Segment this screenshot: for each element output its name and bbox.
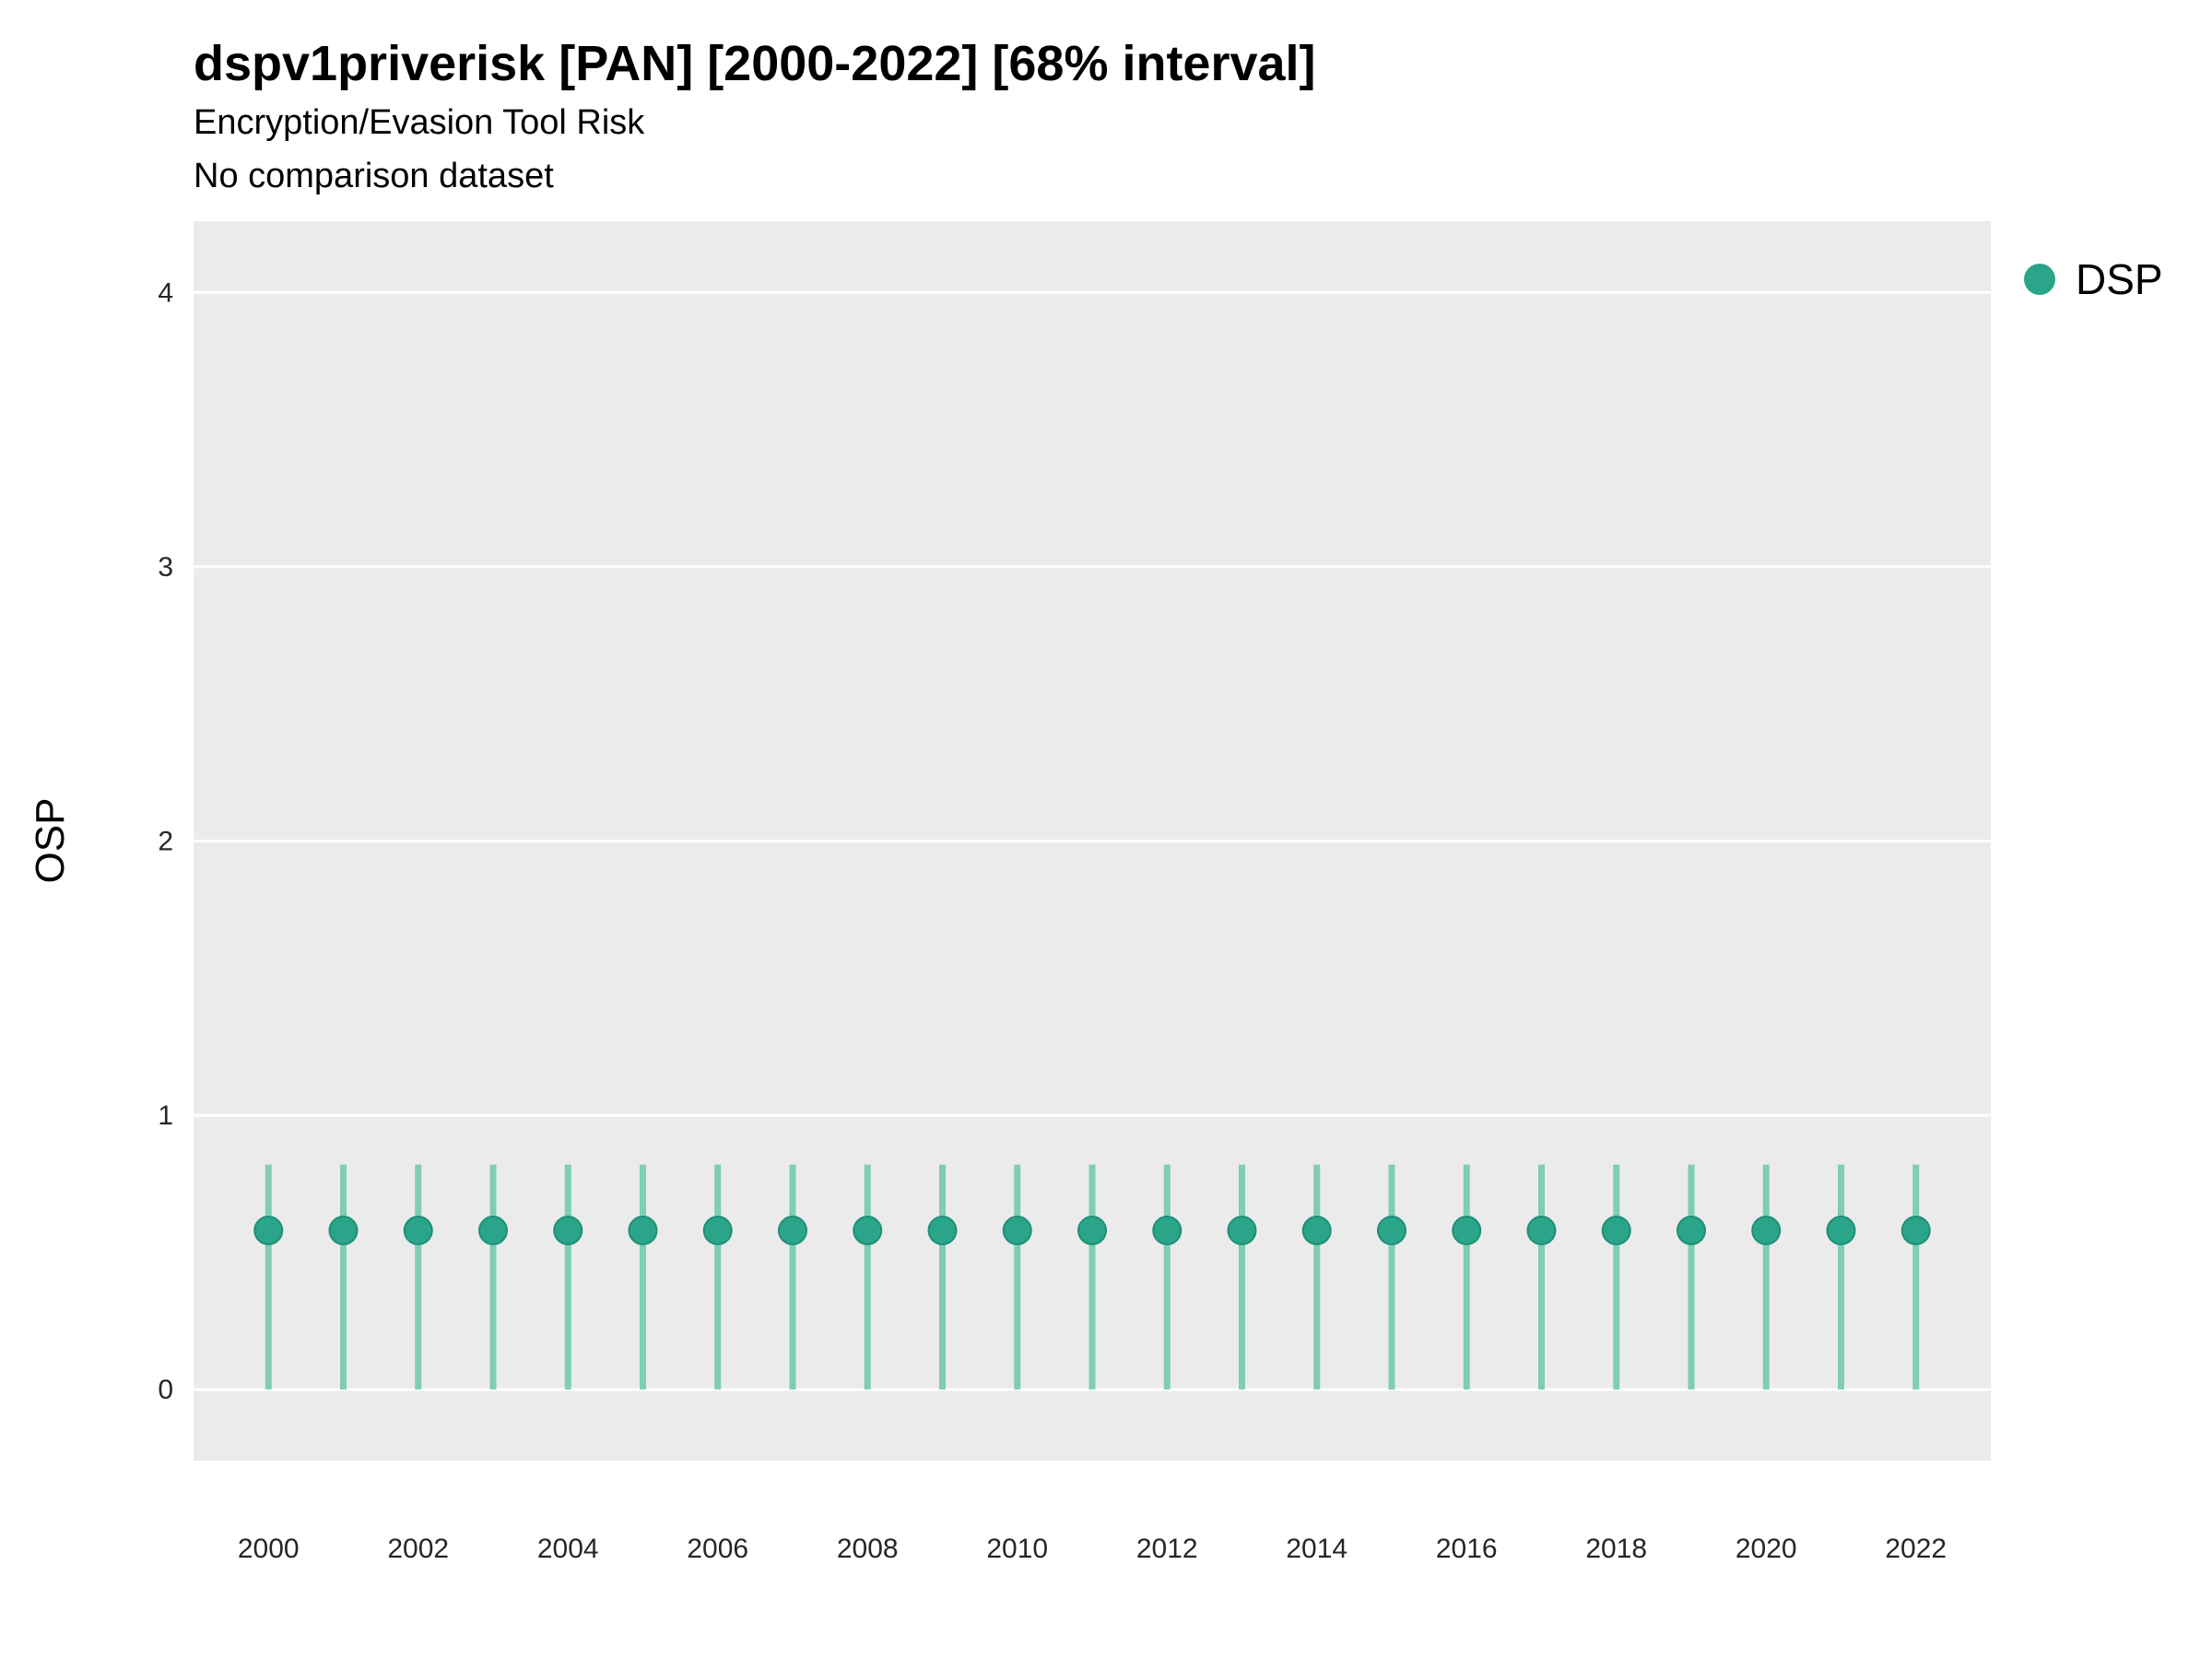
y-tick-label: 2 — [158, 827, 173, 857]
x-tick-label: 2004 — [537, 1534, 599, 1564]
x-tick-label: 2014 — [1286, 1534, 1347, 1564]
y-tick-label: 3 — [158, 552, 173, 582]
data-point — [1077, 1216, 1107, 1246]
data-point — [1452, 1216, 1482, 1246]
x-tick-label: 2002 — [387, 1534, 449, 1564]
legend-label-dsp: DSP — [2076, 255, 2163, 303]
y-tick-label: 0 — [158, 1375, 173, 1406]
data-point — [1227, 1216, 1257, 1246]
x-tick-label: 2020 — [1735, 1534, 1797, 1564]
data-point — [1826, 1216, 1856, 1246]
data-point — [1751, 1216, 1782, 1246]
data-point — [778, 1216, 807, 1246]
data-point — [1002, 1216, 1032, 1246]
data-point — [702, 1216, 733, 1246]
legend: DSP — [2024, 254, 2163, 304]
data-point — [927, 1216, 958, 1246]
chart-title: dspv1priverisk [PAN] [2000-2022] [68% in… — [194, 36, 1316, 91]
data-point — [1526, 1216, 1557, 1246]
data-point — [1900, 1216, 1931, 1246]
data-point — [628, 1216, 658, 1246]
y-tick-label: 1 — [158, 1100, 173, 1131]
x-tick-label: 2008 — [837, 1534, 899, 1564]
data-point — [328, 1216, 359, 1246]
data-point — [478, 1216, 508, 1246]
x-tick-label: 2022 — [1885, 1534, 1947, 1564]
data-point — [1677, 1216, 1706, 1246]
x-tick-label: 2018 — [1585, 1534, 1647, 1564]
data-point — [1301, 1216, 1332, 1246]
chart-subtitle: Encryption/Evasion Tool Risk — [194, 103, 645, 142]
x-tick-label: 2000 — [238, 1534, 300, 1564]
data-point — [853, 1216, 883, 1246]
x-tick-label: 2016 — [1436, 1534, 1498, 1564]
legend-swatch-dsp — [2024, 264, 2055, 295]
data-point — [1152, 1216, 1182, 1246]
data-point — [1377, 1216, 1406, 1246]
data-point — [253, 1216, 284, 1246]
data-point — [553, 1216, 583, 1246]
chart-note: No comparison dataset — [194, 157, 554, 195]
data-point — [403, 1216, 433, 1246]
x-tick-label: 2006 — [687, 1534, 748, 1564]
y-tick-label: 4 — [158, 277, 173, 308]
x-tick-label: 2010 — [986, 1534, 1048, 1564]
data-point — [1601, 1216, 1631, 1246]
y-axis-title: OSP — [28, 797, 73, 884]
x-tick-label: 2012 — [1136, 1534, 1198, 1564]
